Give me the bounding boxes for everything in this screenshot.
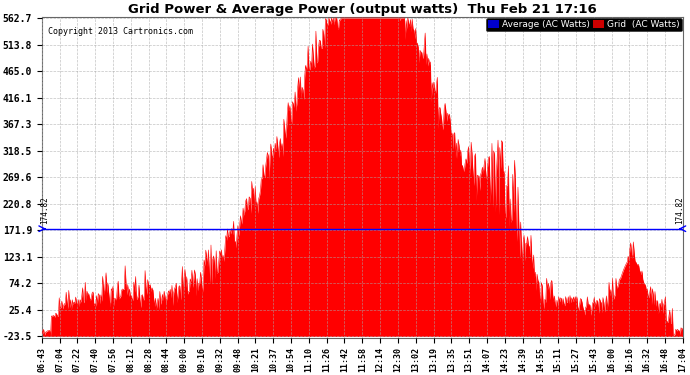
- Text: 174.82: 174.82: [676, 196, 684, 224]
- Text: 174.82: 174.82: [40, 196, 49, 224]
- Text: Copyright 2013 Cartronics.com: Copyright 2013 Cartronics.com: [48, 27, 193, 36]
- Title: Grid Power & Average Power (output watts)  Thu Feb 21 17:16: Grid Power & Average Power (output watts…: [128, 3, 597, 16]
- Legend: Average (AC Watts), Grid  (AC Watts): Average (AC Watts), Grid (AC Watts): [486, 18, 682, 32]
